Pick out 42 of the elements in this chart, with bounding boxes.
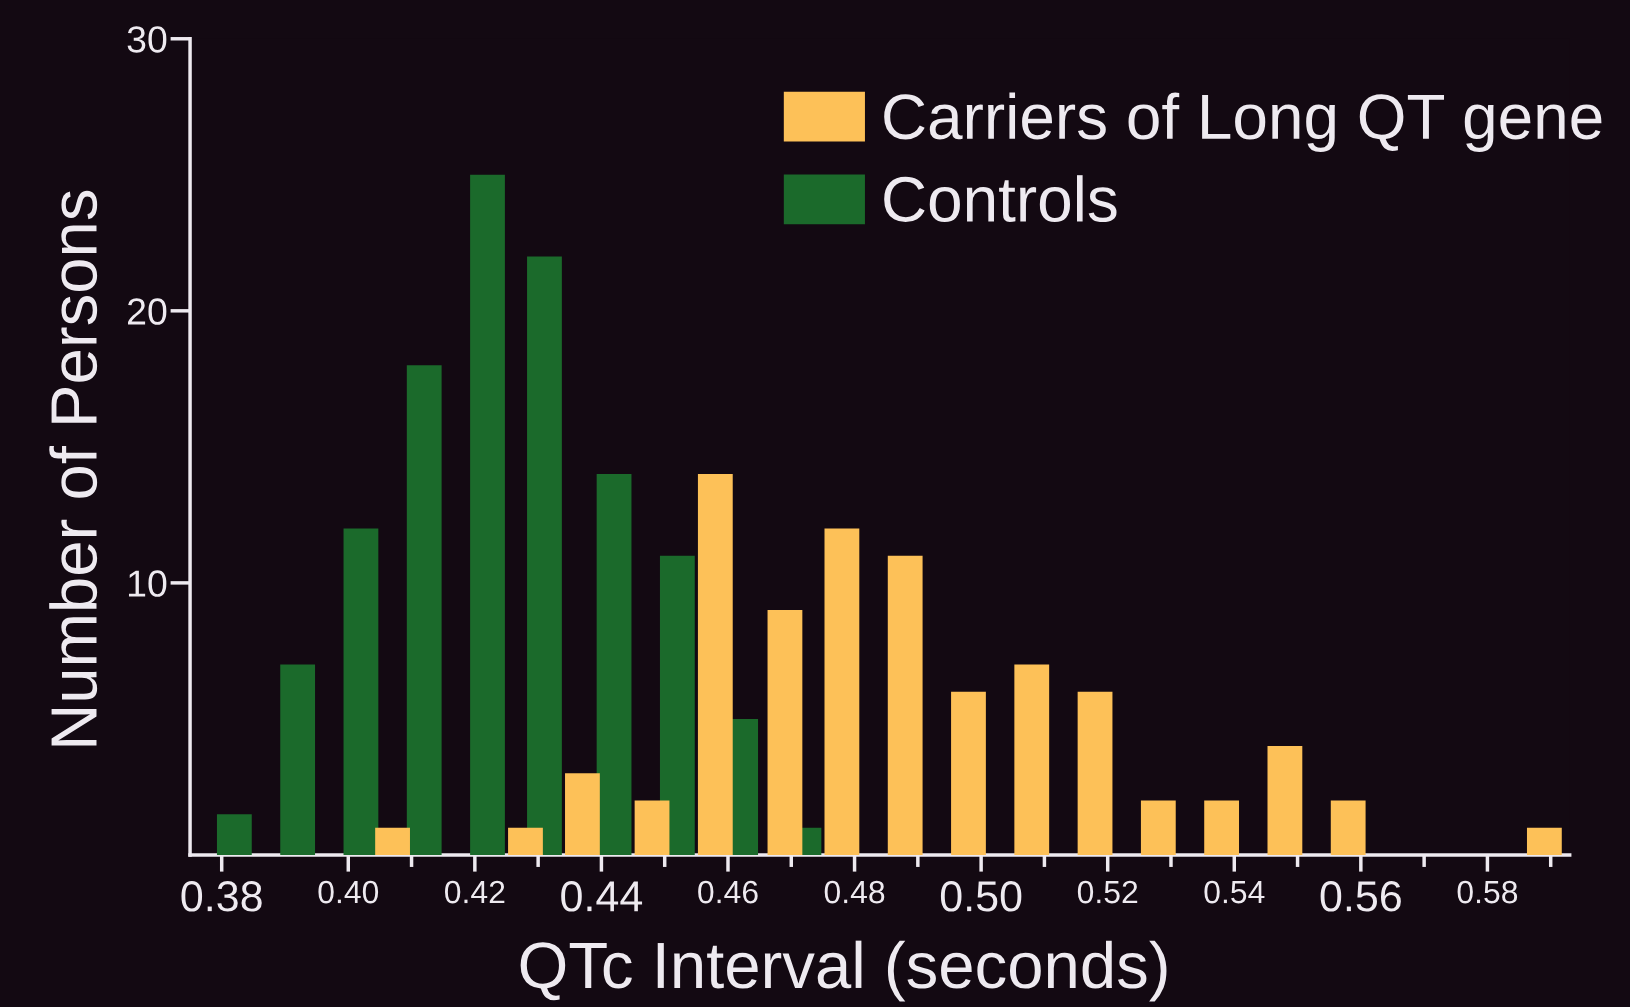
bar (596, 474, 632, 855)
bar (697, 474, 733, 855)
bar (634, 800, 670, 855)
x-tick-label: 0.42 (445, 880, 505, 904)
bar (887, 555, 923, 855)
bar (1330, 800, 1366, 855)
x-axis-title: QTc Interval (seconds) (520, 940, 1167, 1002)
legend-label: Carriers of Long QT gene (884, 92, 1602, 153)
bar (1267, 746, 1303, 855)
x-tick-label: 0.38 (181, 881, 262, 912)
bar (527, 256, 562, 855)
bar (1526, 827, 1562, 855)
bar (1077, 691, 1113, 855)
legend-label: Controls (884, 175, 1117, 223)
bar (659, 555, 695, 855)
bar (951, 691, 986, 855)
bar (1014, 664, 1050, 855)
x-tick-label: 0.50 (940, 881, 1022, 912)
x-tick-label: 0.46 (698, 880, 758, 904)
x-tick-label: 0.48 (824, 880, 885, 904)
bar (508, 827, 543, 855)
x-tick-label: 0.44 (561, 881, 643, 912)
bar (565, 773, 600, 855)
y-axis-title: Number of Persons (49, 190, 98, 746)
y-tick-label: 10 (128, 570, 167, 597)
bar (1204, 800, 1240, 855)
bar (216, 814, 252, 855)
bar (375, 827, 410, 855)
x-tick-label: 0.52 (1077, 880, 1138, 904)
bar (406, 365, 442, 855)
bar (1140, 800, 1176, 855)
bar (824, 528, 860, 855)
x-tick-label: 0.54 (1204, 880, 1265, 904)
y-tick-label: 30 (127, 26, 167, 53)
bar (280, 664, 316, 855)
y-tick-label: 20 (128, 298, 167, 325)
x-tick-label: 0.58 (1457, 880, 1518, 904)
bar (343, 528, 379, 855)
x-tick-label: 0.40 (318, 880, 379, 904)
bar (470, 174, 505, 855)
x-tick-label: 0.56 (1320, 881, 1401, 912)
bar (767, 610, 803, 855)
